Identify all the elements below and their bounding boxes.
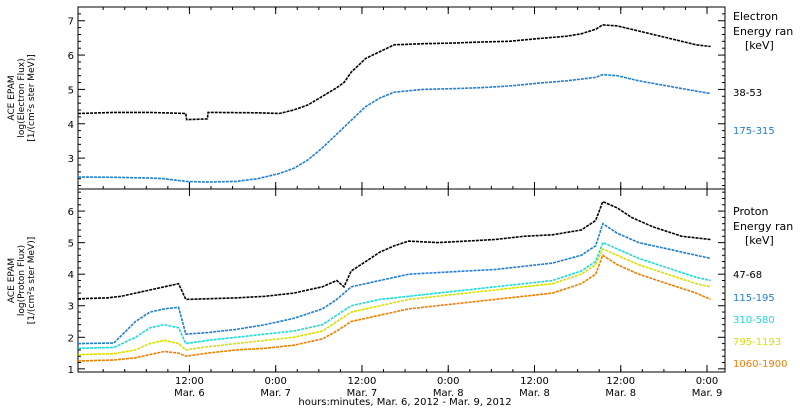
xtick-time-label: 0:00 — [437, 376, 459, 387]
proton-y-axis-label-line: log(Proton Flux) — [17, 245, 27, 316]
electron-series-175-315 — [77, 73, 711, 183]
proton-series-310-580 — [77, 241, 711, 350]
xtick-date-label: Mar. 8 — [519, 388, 550, 399]
xtick-time-label: 12:00 — [348, 376, 377, 387]
electron-ytick-label: 4 — [68, 120, 74, 131]
proton-legend-title: [keV] — [745, 234, 774, 247]
proton-y-axis-label-line: ACE EPAM — [7, 258, 17, 303]
proton-series-115-195 — [77, 222, 711, 345]
proton-series-795-1193 — [77, 247, 711, 356]
proton-ytick-label: 2 — [68, 333, 74, 344]
electron-ytick-label: 5 — [68, 85, 74, 96]
electron-ytick-label: 7 — [68, 17, 74, 28]
xtick-time-label: 0:00 — [264, 376, 286, 387]
proton-legend-title: Energy ran — [733, 220, 793, 233]
proton-series-47-68 — [77, 200, 711, 301]
electron-legend-title: [keV] — [745, 39, 774, 52]
electron-ytick-label: 3 — [68, 154, 74, 165]
proton-panel: 1 2 3 4 5 6 ACE EPAMlog(Proton Flux)[1/(cm²s s… — [7, 191, 793, 376]
xtick-time-label: 12:00 — [520, 376, 549, 387]
electron-y-axis-label-line: [1/(cm²s ster MeV)] — [27, 54, 37, 141]
electron-legend-entry: 175-315 — [733, 126, 775, 137]
proton-ytick-label: 1 — [68, 365, 74, 376]
proton-legend-entry: 310-580 — [733, 315, 775, 326]
electron-y-axis-label: ACE EPAMlog(Electron Flux)[1/(cm²s ster … — [7, 54, 37, 141]
electron-y-axis-label-line: log(Electron Flux) — [17, 58, 27, 137]
electron-legend-entry: 38-53 — [733, 88, 762, 99]
xtick-time-label: 0:00 — [696, 376, 718, 387]
x-axis-title: hours:minutes, Mar. 6, 2012 - Mar. 9, 20… — [298, 397, 511, 408]
proton-ytick-label: 6 — [68, 207, 74, 218]
proton-legend-entry: 115-195 — [733, 293, 775, 304]
proton-y-axis-label: ACE EPAMlog(Proton Flux)[1/(cm²s ster Me… — [7, 237, 37, 324]
electron-series-38-53 — [77, 24, 711, 121]
proton-ytick-label: 3 — [68, 302, 74, 313]
xtick-date-label: Mar. 8 — [605, 388, 636, 399]
xtick-time-label: 12:00 — [606, 376, 635, 387]
xtick-date-label: Mar. 7 — [260, 388, 291, 399]
electron-legend-title: Electron — [733, 10, 778, 23]
proton-ytick-label: 5 — [68, 239, 74, 250]
proton-legend-entry: 1060-1900 — [733, 359, 788, 370]
electron-y-axis-label-line: ACE EPAM — [7, 75, 17, 120]
xtick-date-label: Mar. 6 — [174, 388, 205, 399]
electron-legend-title: Energy ran — [733, 25, 793, 38]
electron-panel: 3 4 5 6 7 ACE EPAMlog(Electron Flux)[1/(cm²s … — [7, 10, 793, 187]
proton-legend-entry: 795-1193 — [733, 337, 781, 348]
electron-ytick-label: 6 — [68, 51, 74, 62]
proton-legend-title: Proton — [733, 205, 768, 218]
xtick-time-label: 12:00 — [175, 376, 204, 387]
xtick-date-label: Mar. 9 — [692, 388, 723, 399]
proton-series-1060-1900 — [77, 254, 711, 362]
xtick-date-label: Mar. 8 — [433, 388, 464, 399]
proton-legend-entry: 47-68 — [733, 270, 762, 281]
proton-ytick-label: 4 — [68, 270, 74, 281]
xtick-date-label: Mar. 7 — [347, 388, 378, 399]
proton-y-axis-label-line: [1/(cm²s ster MeV)] — [27, 237, 37, 324]
